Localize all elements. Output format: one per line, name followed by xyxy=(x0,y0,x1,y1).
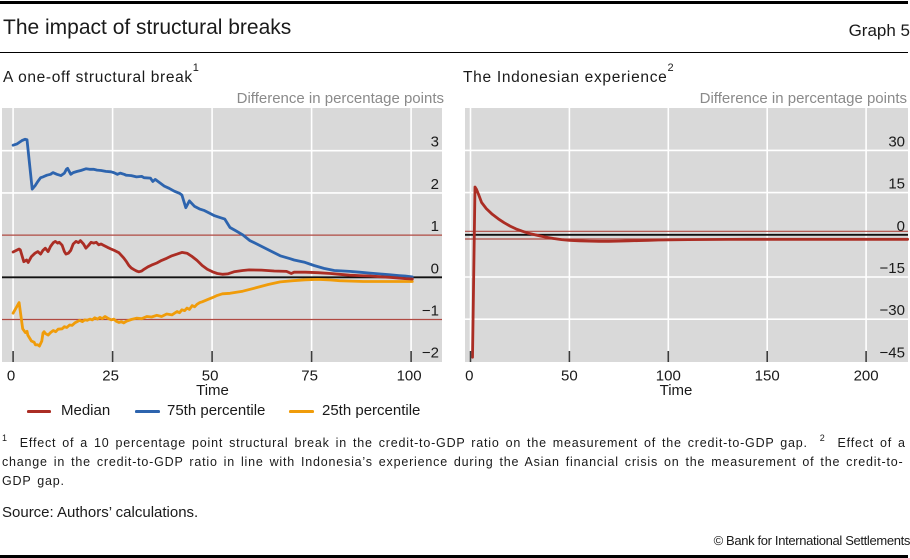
svg-text:−1: −1 xyxy=(422,303,439,320)
svg-text:Time: Time xyxy=(196,382,229,398)
svg-text:0: 0 xyxy=(431,260,439,277)
svg-text:50: 50 xyxy=(561,368,578,385)
svg-text:75: 75 xyxy=(301,368,318,385)
svg-text:0: 0 xyxy=(465,368,473,385)
svg-text:50: 50 xyxy=(202,368,219,385)
svg-text:3: 3 xyxy=(431,134,439,151)
svg-text:25: 25 xyxy=(102,368,119,385)
svg-text:100: 100 xyxy=(656,368,681,385)
svg-text:0: 0 xyxy=(897,218,905,235)
svg-text:30: 30 xyxy=(888,133,905,150)
svg-text:100: 100 xyxy=(397,368,422,385)
svg-text:−45: −45 xyxy=(880,344,905,361)
svg-text:−15: −15 xyxy=(880,260,905,277)
svg-text:1: 1 xyxy=(431,218,439,235)
svg-text:200: 200 xyxy=(854,368,879,385)
svg-text:−30: −30 xyxy=(880,302,905,319)
svg-text:2: 2 xyxy=(431,176,439,193)
svg-text:Time: Time xyxy=(660,382,693,398)
svg-text:0: 0 xyxy=(7,368,15,385)
svg-text:150: 150 xyxy=(755,368,780,385)
svg-text:15: 15 xyxy=(888,176,905,193)
svg-text:−2: −2 xyxy=(422,345,439,362)
